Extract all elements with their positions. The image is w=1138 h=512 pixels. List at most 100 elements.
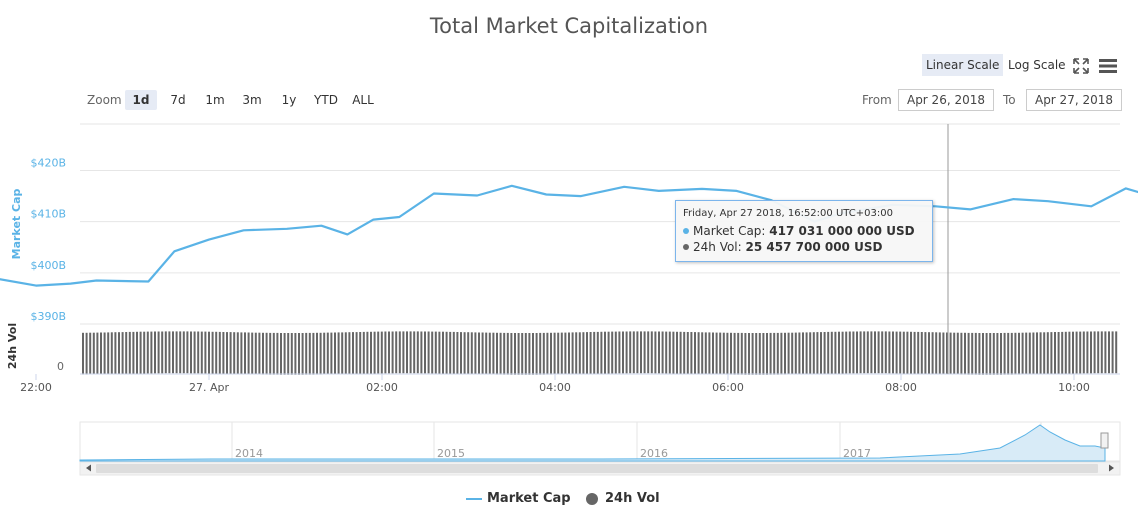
volume-bar bbox=[784, 332, 786, 375]
volume-bar bbox=[766, 333, 768, 375]
linear-scale-button[interactable]: Linear Scale bbox=[922, 54, 1004, 76]
volume-bar bbox=[812, 332, 815, 374]
x-tick-label: 02:00 bbox=[366, 381, 398, 394]
volume-bar bbox=[107, 332, 110, 375]
legend-24h-vol[interactable]: 24h Vol bbox=[605, 491, 660, 506]
volume-bar bbox=[305, 332, 308, 375]
volume-bar bbox=[910, 331, 912, 374]
volume-bar bbox=[647, 331, 650, 374]
volume-bar bbox=[301, 333, 304, 375]
volume-bar bbox=[748, 333, 750, 375]
volume-bar bbox=[967, 332, 970, 375]
volume-bar bbox=[701, 332, 704, 375]
zoom-all-button[interactable]: ALL bbox=[352, 93, 374, 107]
zoom-1d-button[interactable]: 1d bbox=[125, 90, 157, 110]
volume-bar bbox=[816, 332, 819, 374]
volume-bar bbox=[942, 332, 945, 375]
volume-bar bbox=[100, 332, 102, 375]
volume-bar bbox=[658, 331, 660, 374]
to-date-input[interactable]: Apr 27, 2018 bbox=[1026, 89, 1122, 111]
vol-dot-icon bbox=[683, 244, 689, 250]
scroll-right-arrow-icon[interactable] bbox=[1109, 464, 1114, 472]
volume-bar bbox=[625, 331, 628, 374]
legend-market-cap[interactable]: Market Cap bbox=[487, 491, 571, 506]
volume-bar bbox=[550, 332, 552, 375]
volume-bar bbox=[593, 331, 596, 374]
volume-bar bbox=[229, 332, 232, 374]
scroll-left-arrow-icon[interactable] bbox=[86, 464, 91, 472]
log-scale-button[interactable]: Log Scale bbox=[1008, 58, 1066, 72]
volume-bar bbox=[445, 331, 448, 374]
volume-bar bbox=[974, 332, 977, 375]
tooltip-vol-label: 24h Vol: bbox=[693, 240, 742, 254]
volume-bar bbox=[370, 331, 372, 374]
volume-bar bbox=[168, 331, 171, 374]
navigator-handle[interactable] bbox=[1100, 432, 1109, 449]
volume-bar bbox=[560, 332, 563, 375]
volume-bar bbox=[596, 331, 599, 374]
volume-bar bbox=[852, 331, 855, 374]
volume-bar bbox=[870, 331, 873, 374]
volume-bar bbox=[1043, 332, 1046, 375]
volume-bar bbox=[902, 331, 905, 374]
zoom-7d-button[interactable]: 7d bbox=[170, 93, 186, 107]
navigator-year-label: 2014 bbox=[235, 447, 263, 460]
scrollbar-thumb[interactable] bbox=[96, 464, 1098, 473]
volume-bar bbox=[787, 332, 790, 375]
volume-bar bbox=[917, 331, 920, 374]
volume-bar bbox=[1014, 332, 1017, 375]
volume-bar bbox=[1007, 332, 1010, 375]
volume-bar bbox=[985, 333, 988, 375]
market-cap-dot-icon bbox=[683, 228, 689, 234]
volume-bar bbox=[240, 332, 243, 375]
volume-bar bbox=[208, 331, 210, 374]
volume-bar bbox=[978, 333, 981, 375]
volume-bar bbox=[888, 331, 891, 374]
volume-bar bbox=[251, 332, 254, 375]
volume-bar bbox=[877, 331, 880, 374]
volume-bar bbox=[96, 332, 99, 375]
volume-bar bbox=[226, 332, 228, 374]
fullscreen-icon[interactable] bbox=[1073, 58, 1089, 74]
zoom-1y-button[interactable]: 1y bbox=[281, 93, 297, 107]
volume-bar bbox=[686, 332, 689, 374]
zoom-1m-button[interactable]: 1m bbox=[205, 93, 225, 107]
volume-bar bbox=[294, 333, 297, 375]
volume-bar bbox=[859, 331, 862, 374]
volume-bar bbox=[1100, 331, 1103, 374]
volume-bar bbox=[809, 332, 812, 375]
volume-bar bbox=[190, 331, 192, 374]
volume-bar bbox=[510, 333, 513, 375]
volume-bar bbox=[823, 332, 826, 374]
volume-bar bbox=[740, 332, 743, 375]
volume-bar bbox=[571, 332, 574, 375]
volume-bar bbox=[820, 332, 822, 374]
volume-bar bbox=[892, 331, 894, 374]
zoom-3m-button[interactable]: 3m bbox=[242, 93, 262, 107]
volume-bar bbox=[488, 332, 491, 375]
volume-bar bbox=[384, 331, 387, 374]
volume-bar bbox=[1079, 331, 1082, 374]
volume-bar bbox=[528, 333, 531, 375]
volume-bar bbox=[629, 331, 632, 374]
volume-bar bbox=[1057, 332, 1060, 374]
volume-bar bbox=[319, 332, 322, 375]
menu-icon[interactable] bbox=[1099, 58, 1117, 74]
zoom-ytd-button[interactable]: YTD bbox=[314, 93, 338, 107]
volume-bar bbox=[546, 332, 549, 375]
x-tick-label: 08:00 bbox=[885, 381, 917, 394]
volume-bar bbox=[398, 331, 401, 374]
volume-bar bbox=[604, 331, 606, 374]
volume-bar bbox=[254, 332, 257, 375]
volume-bar bbox=[211, 331, 214, 374]
volume-bar bbox=[103, 332, 106, 375]
from-date-input[interactable]: Apr 26, 2018 bbox=[898, 89, 994, 111]
volume-bar bbox=[247, 332, 250, 375]
volume-bar bbox=[881, 331, 884, 374]
volume-bar bbox=[154, 331, 156, 374]
volume-bar bbox=[946, 332, 948, 375]
volume-bar bbox=[848, 331, 851, 374]
volume-bar bbox=[218, 331, 221, 374]
volume-bar bbox=[406, 331, 408, 374]
